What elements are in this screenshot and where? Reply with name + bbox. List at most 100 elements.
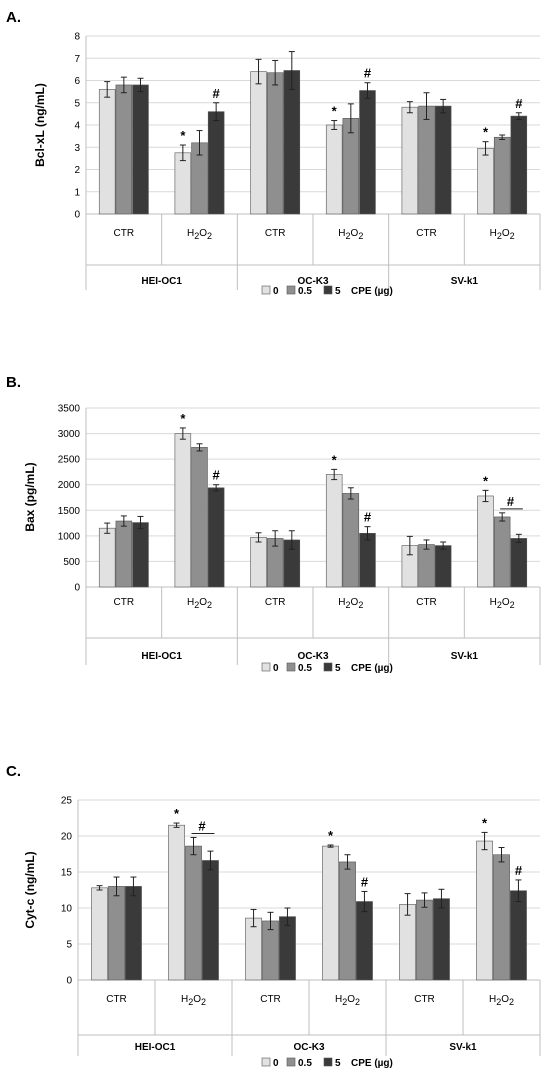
bar-0-2 xyxy=(250,537,267,588)
significance-mark: # xyxy=(515,863,523,878)
legend-swatch xyxy=(323,285,333,295)
legend-label: 0 xyxy=(273,1058,279,1069)
bar-0-3 xyxy=(322,845,339,981)
significance-mark: * xyxy=(483,125,489,140)
significance-mark: * xyxy=(332,452,338,467)
y-tick-label: 500 xyxy=(63,557,80,568)
y-axis-label: Cyt-c (ng/mL) xyxy=(23,851,37,928)
bar-0.5-5 xyxy=(493,854,510,981)
bar-5-5 xyxy=(510,538,528,588)
x-tick-label: H2O2 xyxy=(181,994,206,1007)
x-tick-label: CTR xyxy=(114,597,135,608)
legend-suffix: CPE (µg) xyxy=(351,663,393,674)
bar-5-1 xyxy=(202,860,219,981)
bar-0.5-4 xyxy=(416,899,433,981)
bar-0.5-5 xyxy=(493,136,511,215)
x-tick-label: CTR xyxy=(414,994,435,1005)
y-tick-label: 0 xyxy=(66,976,72,987)
y-tick-label: 5 xyxy=(74,98,80,109)
bar-0-4 xyxy=(399,904,416,981)
bar-0.5-1 xyxy=(185,845,202,981)
y-tick-label: 1500 xyxy=(58,506,81,517)
x-tick-label: CTR xyxy=(260,994,281,1005)
bar-5-5 xyxy=(510,890,527,981)
significance-mark: * xyxy=(483,473,489,488)
bar-0-1 xyxy=(174,152,192,215)
group-label: OC-K3 xyxy=(293,1042,325,1053)
y-tick-label: 25 xyxy=(61,796,73,807)
chart-panel-2: B. 0 500 1000 1500 2000 2500 3000 3500 Bax (pg/mL… xyxy=(6,374,541,674)
y-tick-label: 2 xyxy=(74,165,80,176)
y-tick-label: 2500 xyxy=(58,455,81,466)
bar-5-1 xyxy=(207,487,225,588)
legend-swatch xyxy=(286,1057,296,1067)
bar-5-0 xyxy=(132,84,149,215)
bar-0.5-1 xyxy=(191,447,208,588)
bar-5-2 xyxy=(283,70,301,215)
bar-5-3 xyxy=(359,532,376,588)
group-label: OC-K3 xyxy=(297,276,329,287)
significance-mark: # xyxy=(507,494,515,509)
legend-swatch xyxy=(323,1057,333,1067)
bar-0-3 xyxy=(325,124,343,215)
group-label: HEI-OC1 xyxy=(141,651,182,662)
y-tick-label: 3500 xyxy=(58,404,81,415)
bar-0-2 xyxy=(250,71,267,215)
y-tick-label: 2000 xyxy=(58,480,81,491)
bar-5-1 xyxy=(207,111,225,215)
x-tick-label: CTR xyxy=(114,228,135,239)
bar-0.5-4 xyxy=(418,105,435,215)
bar-5-3 xyxy=(359,90,376,215)
bar-0.5-4 xyxy=(418,544,435,588)
x-tick-label: H2O2 xyxy=(489,994,514,1007)
legend-swatch xyxy=(286,285,296,295)
legend-label: 5 xyxy=(335,1058,341,1069)
bar-0-5 xyxy=(477,148,494,215)
bar-5-0 xyxy=(132,522,149,588)
y-tick-label: 0 xyxy=(74,583,80,594)
legend: 0 0.5 5 CPE (µg) xyxy=(261,1057,393,1069)
legend-label: 0.5 xyxy=(298,1058,312,1069)
bar-0.5-0 xyxy=(115,84,133,215)
legend: 0 0.5 5 CPE (µg) xyxy=(261,662,393,674)
bar-0.5-0 xyxy=(115,520,133,588)
bar-0.5-3 xyxy=(342,493,360,588)
y-tick-label: 3000 xyxy=(58,429,81,440)
x-tick-label: H2O2 xyxy=(338,597,363,610)
significance-mark: # xyxy=(213,468,221,483)
x-tick-label: H2O2 xyxy=(490,597,515,610)
legend-swatch xyxy=(261,1057,271,1067)
significance-mark: * xyxy=(180,128,186,143)
bar-5-4 xyxy=(434,105,452,215)
significance-mark: * xyxy=(332,104,338,119)
x-tick-label: H2O2 xyxy=(338,228,363,241)
x-tick-label: CTR xyxy=(416,597,437,608)
x-tick-label: CTR xyxy=(106,994,127,1005)
panel-label: B. xyxy=(6,374,21,391)
significance-mark: # xyxy=(361,874,369,889)
significance-mark: * xyxy=(328,828,334,843)
bar-0.5-0 xyxy=(108,886,125,981)
chart-panel-1: A. 0 1 2 3 4 5 6 7 8 Bcl-xL (ng/mL) CTR H2O2 CTR H2O2 C… xyxy=(6,9,541,297)
bar-0-5 xyxy=(477,495,494,588)
panel-label: C. xyxy=(6,763,21,780)
y-tick-label: 4 xyxy=(74,121,80,132)
significance-mark: # xyxy=(364,510,372,525)
legend-swatch xyxy=(261,285,271,295)
significance-mark: # xyxy=(198,818,206,833)
legend-label: 0.5 xyxy=(298,286,312,297)
legend-suffix: CPE (µg) xyxy=(351,1058,393,1069)
significance-mark: # xyxy=(515,96,523,111)
bar-0-0 xyxy=(98,527,116,588)
group-label: HEI-OC1 xyxy=(141,276,182,287)
legend-suffix: CPE (µg) xyxy=(351,286,393,297)
legend-label: 0.5 xyxy=(298,663,312,674)
bar-5-3 xyxy=(356,901,373,981)
bar-5-0 xyxy=(125,886,142,981)
y-tick-label: 10 xyxy=(61,904,73,915)
y-tick-label: 1000 xyxy=(58,531,81,542)
legend-label: 5 xyxy=(335,286,341,297)
y-tick-label: 8 xyxy=(74,32,80,43)
bar-0.5-2 xyxy=(266,72,284,215)
